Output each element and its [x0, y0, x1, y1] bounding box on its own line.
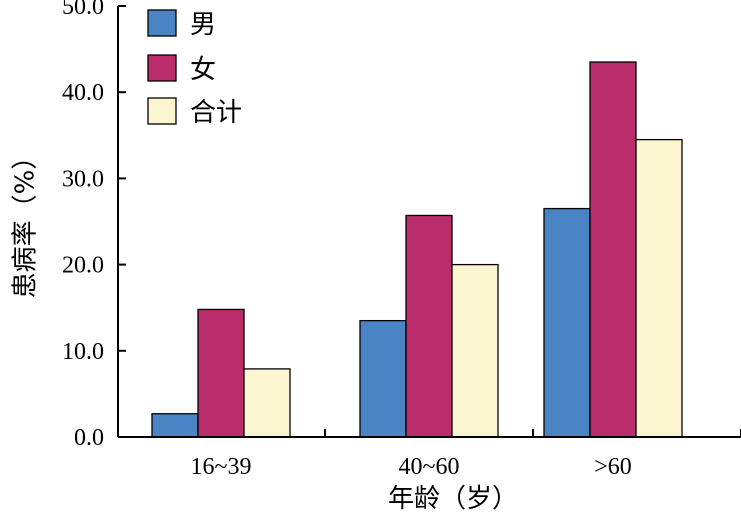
y-ticks: 0.0 10.0 20.0 30.0 40.0 50.0 [62, 0, 126, 451]
bar-女->60 [589, 61, 637, 438]
bar-合计-16~39 [243, 368, 291, 438]
y-tick-label: 0.0 [74, 425, 104, 451]
y-tick-label: 30.0 [62, 166, 104, 192]
legend-swatch-男 [147, 9, 177, 37]
legend-label-男: 男 [190, 10, 216, 40]
bar-男->60 [543, 207, 591, 438]
x-ticks: 16~39 40~60 >60 [191, 429, 741, 480]
bar-女-16~39 [197, 308, 245, 438]
bar-男-16~39 [151, 413, 199, 438]
legend-swatch-合计 [147, 97, 177, 125]
bar-合计-40~60 [451, 263, 499, 438]
x-tick-label: 40~60 [399, 454, 460, 480]
legend-swatch-女 [147, 54, 177, 82]
bars [151, 61, 683, 438]
y-tick-label: 40.0 [62, 80, 104, 106]
x-axis-title: 年龄（岁） [388, 484, 518, 514]
x-tick-label: 16~39 [191, 454, 252, 480]
legend-label-合计: 合计 [190, 98, 242, 128]
bar-合计->60 [635, 138, 683, 438]
legend-label-女: 女 [190, 55, 216, 85]
y-tick-label: 20.0 [62, 253, 104, 279]
y-tick-label: 10.0 [62, 339, 104, 365]
bar-女-40~60 [405, 214, 453, 438]
x-tick-label: >60 [594, 454, 632, 480]
y-axis-title: 患病率（%） [11, 144, 41, 299]
y-tick-label: 50.0 [62, 0, 104, 20]
bar-男-40~60 [359, 319, 407, 438]
